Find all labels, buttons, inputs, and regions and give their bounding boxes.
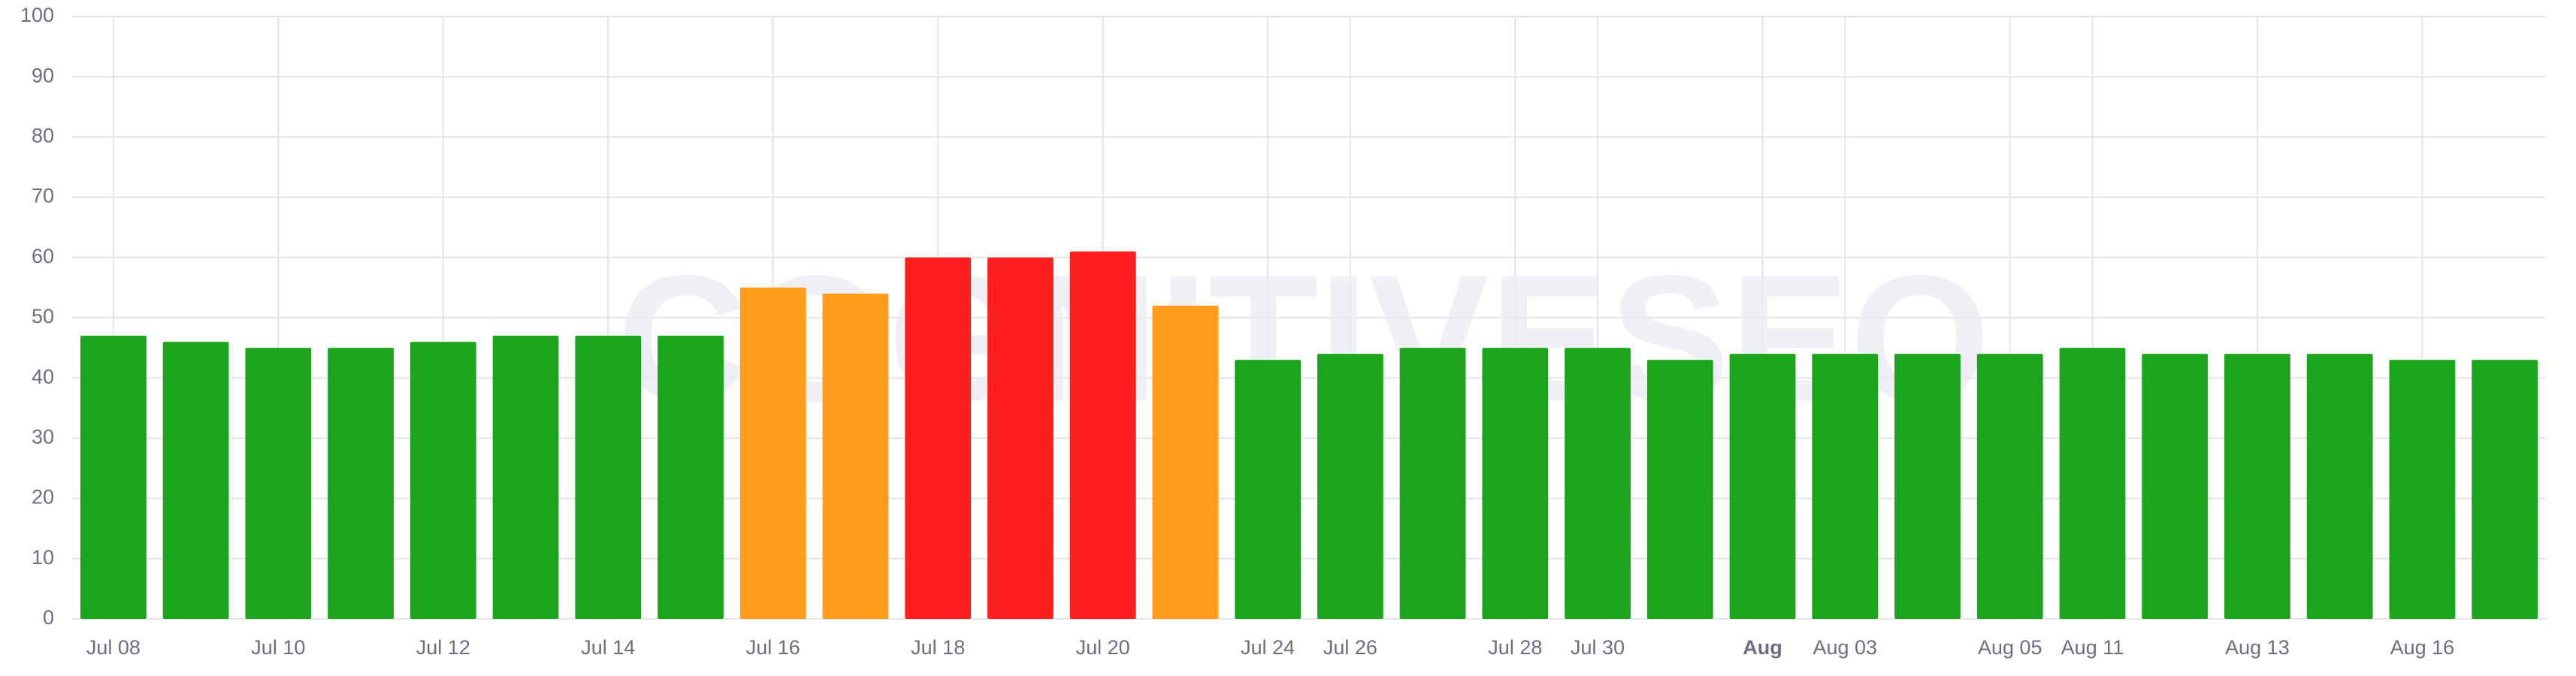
bar	[2224, 354, 2290, 619]
bar	[1894, 354, 1961, 619]
bar	[245, 348, 312, 619]
y-tick-label: 40	[32, 365, 54, 388]
y-tick-label: 100	[20, 4, 54, 26]
bar	[1565, 348, 1631, 619]
bar	[2472, 360, 2538, 619]
x-tick-label: Aug 05	[1978, 636, 2042, 659]
y-tick-label: 70	[32, 185, 54, 207]
y-tick-label: 30	[32, 426, 54, 448]
bar	[822, 293, 889, 619]
y-tick-label: 60	[32, 245, 54, 267]
bar	[2306, 354, 2373, 619]
bar	[1812, 354, 1879, 619]
y-tick-label: 90	[32, 64, 54, 86]
x-tick-label: Jul 24	[1241, 636, 1295, 659]
bar	[658, 336, 724, 619]
y-tick-label: 10	[32, 546, 54, 569]
bar	[2389, 360, 2456, 619]
x-tick-label: Jul 10	[251, 636, 305, 659]
bar	[575, 336, 642, 619]
bar	[1646, 360, 1713, 619]
x-tick-label: Jul 14	[581, 636, 635, 659]
x-tick-label: Aug 03	[1813, 636, 1877, 659]
bar	[1399, 348, 1466, 619]
x-tick-label: Aug 16	[2390, 636, 2455, 659]
y-tick-label: 20	[32, 486, 54, 509]
bar	[410, 342, 476, 619]
bar	[2142, 354, 2209, 619]
bar	[987, 257, 1054, 619]
bar	[328, 348, 394, 619]
bar	[905, 257, 972, 619]
x-tick-label: Jul 26	[1323, 636, 1377, 659]
bar	[492, 336, 559, 619]
x-tick-label: Aug	[1743, 636, 1782, 659]
y-tick-label: 0	[43, 606, 54, 629]
x-tick-label: Aug 11	[2061, 636, 2124, 659]
x-tick-label: Aug 13	[2225, 636, 2290, 659]
bar	[1976, 354, 2043, 619]
x-tick-label: Jul 28	[1488, 636, 1542, 659]
x-tick-label: Jul 20	[1076, 636, 1130, 659]
x-tick-label: Jul 30	[1571, 636, 1625, 659]
bar	[1152, 305, 1219, 619]
y-tick-label: 50	[32, 305, 54, 327]
y-tick-label: 80	[32, 125, 54, 147]
x-tick-label: Jul 12	[416, 636, 470, 659]
bar	[80, 336, 147, 619]
bar	[1235, 360, 1302, 619]
x-tick-label: Jul 08	[86, 636, 141, 659]
bar	[1069, 251, 1136, 619]
x-tick-label: Jul 16	[746, 636, 800, 659]
bar	[162, 342, 229, 619]
bar	[1729, 354, 1796, 619]
x-tick-label: Jul 18	[911, 636, 965, 659]
bar	[2059, 348, 2126, 619]
bar	[1482, 348, 1549, 619]
bar	[1317, 354, 1383, 619]
bar	[739, 287, 806, 619]
